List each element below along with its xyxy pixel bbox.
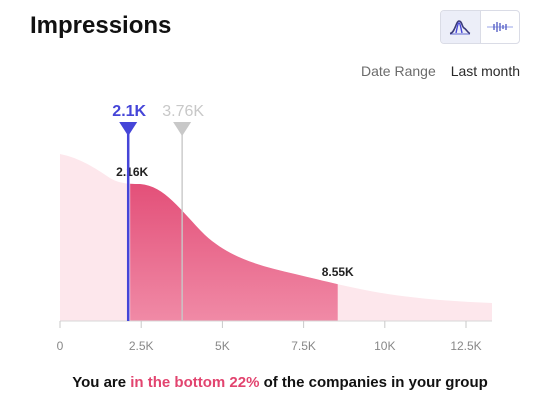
x-tick-label: 7.5K: [291, 339, 316, 353]
you-marker-pointer: [119, 122, 138, 136]
page-title: Impressions: [30, 12, 172, 39]
view-toggle: [440, 10, 520, 44]
summary-text: You are in the bottom 22% of the compani…: [0, 374, 560, 391]
date-range-row: Date Range Last month: [361, 63, 520, 79]
x-tick-label: 12.5K: [450, 339, 481, 353]
impressions-distribution-chart: 0 2.5K 5K 7.5K 10K 12.5K 2.16K 8.55K 2.1K 3.76K: [57, 103, 492, 353]
x-tick-label: 10K: [374, 339, 395, 353]
group-marker-pointer: [173, 122, 192, 136]
markers: 2.1K 3.76K: [112, 103, 204, 321]
distribution-view-button[interactable]: [441, 11, 481, 43]
x-tick-label: 2.5K: [129, 339, 154, 353]
range-label: 8.55K: [322, 265, 354, 279]
timeline-icon: [486, 22, 513, 32]
x-tick-label: 0: [57, 339, 64, 353]
range-labels: 2.16K 8.55K: [116, 165, 354, 279]
summary-highlight: in the bottom 22%: [130, 374, 260, 391]
x-axis-ticks: 0 2.5K 5K 7.5K 10K 12.5K: [57, 321, 482, 353]
summary-suffix: of the companies in your group: [259, 374, 488, 391]
timeline-view-button[interactable]: [481, 11, 520, 43]
you-marker-label: 2.1K: [112, 103, 146, 120]
date-range-selector[interactable]: Last month: [450, 63, 520, 79]
x-tick-label: 5K: [215, 339, 230, 353]
distribution-icon: [449, 20, 471, 35]
summary-prefix: You are: [72, 374, 131, 391]
date-range-label: Date Range: [361, 63, 436, 79]
group-marker-label: 3.76K: [162, 103, 204, 120]
range-label: 2.16K: [116, 165, 148, 179]
